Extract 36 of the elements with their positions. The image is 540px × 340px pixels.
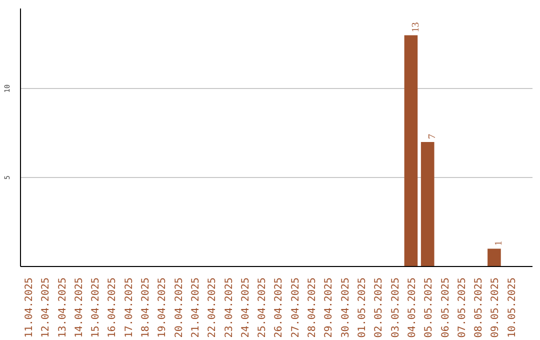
- x-tick-label: 12.04.2025: [40, 277, 52, 338]
- x-tick-label: 07.05.2025: [456, 277, 468, 338]
- data-label: 1: [494, 240, 505, 246]
- x-tick-label: 22.04.2025: [207, 277, 218, 338]
- x-tick-label: 15.04.2025: [90, 277, 102, 338]
- x-tick-label: 30.04.2025: [340, 277, 352, 338]
- data-label: 7: [427, 134, 438, 139]
- x-tick-label: 04.05.2025: [406, 277, 418, 338]
- x-tick-label: 24.04.2025: [240, 277, 252, 338]
- bar: [404, 35, 418, 266]
- x-tick-label: 08.05.2025: [474, 277, 485, 338]
- data-label: 13: [410, 22, 422, 32]
- x-tick-label: 19.04.2025: [157, 277, 168, 338]
- x-tick-label: 29.04.2025: [324, 277, 335, 338]
- x-tick-label: 20.04.2025: [174, 277, 185, 338]
- x-tick-label: 06.05.2025: [440, 277, 452, 338]
- x-tick-label: 05.05.2025: [424, 277, 435, 338]
- x-tick-label: 11.04.2025: [24, 277, 35, 338]
- x-tick-label: 25.04.2025: [257, 277, 268, 338]
- x-tick-label: 10.05.2025: [506, 277, 518, 338]
- x-tick-label: 13.04.2025: [57, 277, 68, 338]
- bar: [420, 142, 434, 266]
- x-tick-label: 23.04.2025: [224, 277, 235, 338]
- bar: [488, 248, 501, 266]
- x-tick-label: 14.04.2025: [74, 277, 85, 338]
- x-tick-label: 28.04.2025: [307, 277, 318, 338]
- x-tick-label: 26.04.2025: [274, 277, 285, 338]
- x-tick-label: 16.04.2025: [107, 277, 118, 338]
- x-tick-label: 18.04.2025: [140, 277, 152, 338]
- x-tick-label: 17.04.2025: [124, 277, 135, 338]
- x-tick-label: 03.05.2025: [390, 277, 402, 338]
- x-tick-label: 02.05.2025: [374, 277, 385, 338]
- x-tick-label: 21.04.2025: [190, 277, 202, 338]
- x-tick-label: 09.05.2025: [490, 277, 502, 338]
- x-tick-label: 27.04.2025: [290, 277, 302, 338]
- x-tick-label: 01.05.2025: [357, 277, 368, 338]
